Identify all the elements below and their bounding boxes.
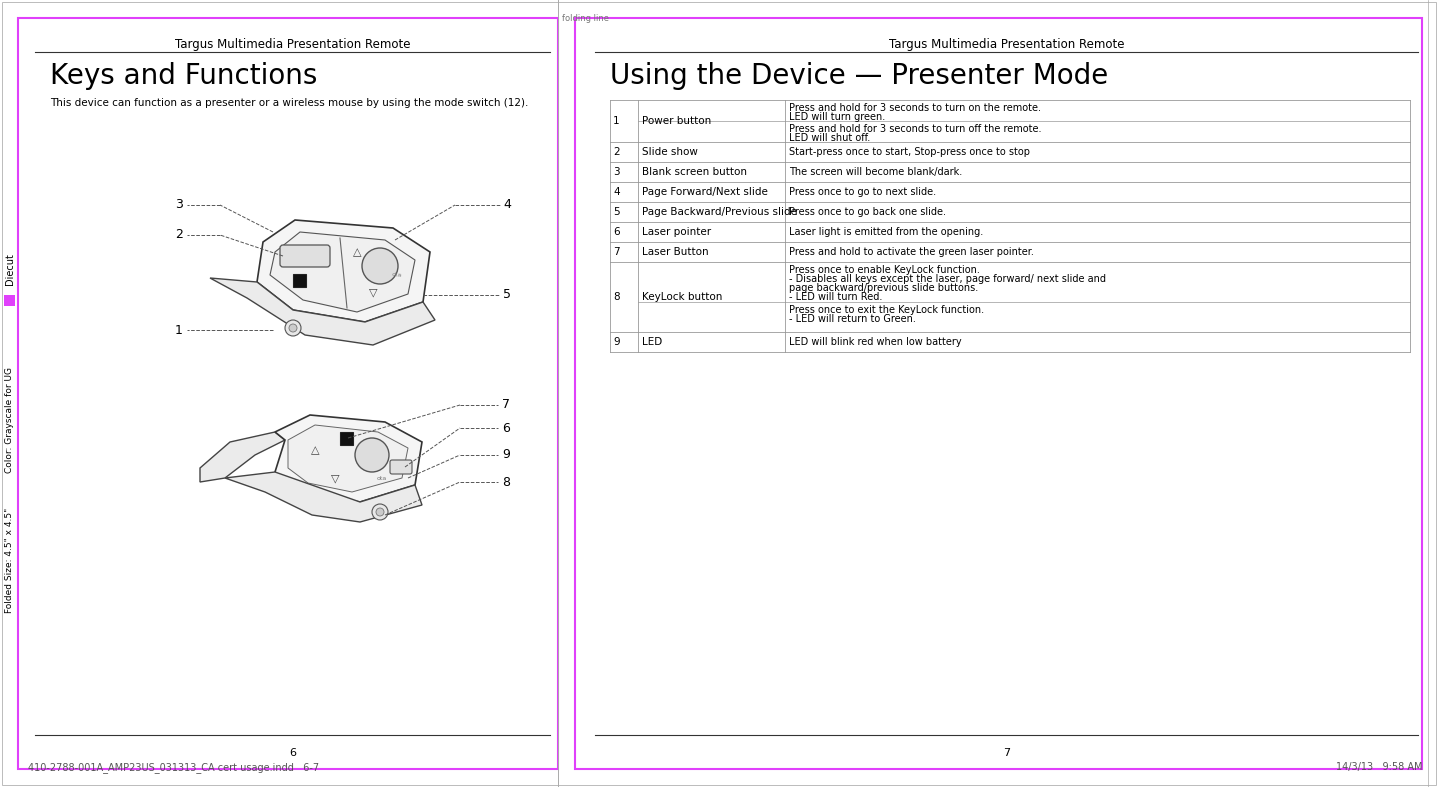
Polygon shape <box>257 220 430 322</box>
Text: 8: 8 <box>502 475 510 489</box>
Circle shape <box>289 324 298 332</box>
Bar <box>575 18 1422 769</box>
Text: 2: 2 <box>613 147 620 157</box>
Polygon shape <box>224 472 421 522</box>
Text: △: △ <box>311 445 319 455</box>
Text: Press and hold for 3 seconds to turn on the remote.: Press and hold for 3 seconds to turn on … <box>789 103 1041 113</box>
Text: Targus Multimedia Presentation Remote: Targus Multimedia Presentation Remote <box>175 38 410 51</box>
Text: 1: 1 <box>613 116 620 126</box>
Text: Press and hold for 3 seconds to turn off the remote.: Press and hold for 3 seconds to turn off… <box>789 124 1041 134</box>
Text: Blank screen button: Blank screen button <box>641 167 746 177</box>
Text: Press and hold to activate the green laser pointer.: Press and hold to activate the green las… <box>789 247 1034 257</box>
Polygon shape <box>200 432 285 482</box>
Text: 9: 9 <box>613 337 620 347</box>
Text: 3: 3 <box>175 198 183 212</box>
Bar <box>4 295 14 306</box>
Text: ota: ota <box>377 475 387 481</box>
Text: Power button: Power button <box>641 116 712 126</box>
Text: 5: 5 <box>503 289 510 301</box>
Polygon shape <box>275 415 421 502</box>
Text: 6: 6 <box>613 227 620 237</box>
Text: - Disables all keys except the laser, page forward/ next slide and: - Disables all keys except the laser, pa… <box>789 274 1106 284</box>
Text: Using the Device — Presenter Mode: Using the Device — Presenter Mode <box>610 62 1109 90</box>
Text: folding line: folding line <box>562 14 610 23</box>
Text: Laser light is emitted from the opening.: Laser light is emitted from the opening. <box>789 227 984 237</box>
Text: Press once to enable KeyLock function.: Press once to enable KeyLock function. <box>789 265 979 275</box>
Text: LED will shut off.: LED will shut off. <box>789 133 870 143</box>
Circle shape <box>375 508 384 516</box>
Bar <box>19 18 558 769</box>
Text: - LED will turn Red.: - LED will turn Red. <box>789 292 883 302</box>
Text: 410-2788-001A_AMP23US_031313_CA cert usage.indd   6-7: 410-2788-001A_AMP23US_031313_CA cert usa… <box>27 762 319 773</box>
Text: 6: 6 <box>502 422 510 434</box>
Text: Targus Multimedia Presentation Remote: Targus Multimedia Presentation Remote <box>889 38 1125 51</box>
FancyBboxPatch shape <box>390 460 413 474</box>
Text: LED will turn green.: LED will turn green. <box>789 112 886 122</box>
FancyBboxPatch shape <box>280 245 329 267</box>
Text: LED will blink red when low battery: LED will blink red when low battery <box>789 337 962 347</box>
Polygon shape <box>270 232 416 312</box>
Text: Page Forward/Next slide: Page Forward/Next slide <box>641 187 768 197</box>
Text: Press once to go to next slide.: Press once to go to next slide. <box>789 187 936 197</box>
Circle shape <box>355 438 390 472</box>
Text: Start-press once to start, Stop-press once to stop: Start-press once to start, Stop-press on… <box>789 147 1030 157</box>
Text: 5: 5 <box>613 207 620 217</box>
Circle shape <box>362 248 398 284</box>
Text: △: △ <box>352 247 361 257</box>
Bar <box>339 432 352 445</box>
Text: Keys and Functions: Keys and Functions <box>50 62 318 90</box>
Text: Press once to go back one slide.: Press once to go back one slide. <box>789 207 946 217</box>
Text: 7: 7 <box>1002 748 1009 758</box>
Text: LED: LED <box>641 337 663 347</box>
Text: This device can function as a presenter or a wireless mouse by using the mode sw: This device can function as a presenter … <box>50 98 528 108</box>
Text: 6: 6 <box>289 748 296 758</box>
Text: ▽: ▽ <box>368 287 377 297</box>
Text: Slide show: Slide show <box>641 147 697 157</box>
Polygon shape <box>288 425 408 492</box>
Text: 1: 1 <box>175 323 183 337</box>
Text: 2: 2 <box>175 228 183 242</box>
Bar <box>293 274 306 287</box>
Text: Page Backward/Previous slide: Page Backward/Previous slide <box>641 207 797 217</box>
Text: 9: 9 <box>502 449 510 461</box>
Text: 8: 8 <box>613 292 620 302</box>
Polygon shape <box>210 278 436 345</box>
Text: Press once to exit the KeyLock function.: Press once to exit the KeyLock function. <box>789 305 984 315</box>
Text: Laser Button: Laser Button <box>641 247 709 257</box>
Text: The screen will become blank/dark.: The screen will become blank/dark. <box>789 167 962 177</box>
Text: 3: 3 <box>613 167 620 177</box>
Text: Diecut: Diecut <box>4 253 14 285</box>
Text: Folded Size: 4.5" x 4.5": Folded Size: 4.5" x 4.5" <box>4 508 14 612</box>
Text: 7: 7 <box>502 398 510 412</box>
Text: 4: 4 <box>503 198 510 212</box>
Text: Laser pointer: Laser pointer <box>641 227 712 237</box>
Text: ota: ota <box>391 272 403 278</box>
Circle shape <box>285 320 301 336</box>
Text: ▽: ▽ <box>331 473 339 483</box>
Text: 4: 4 <box>613 187 620 197</box>
Text: Color: Grayscale for UG: Color: Grayscale for UG <box>4 367 14 473</box>
Text: 7: 7 <box>613 247 620 257</box>
Text: - LED will return to Green.: - LED will return to Green. <box>789 314 916 324</box>
Text: page backward/previous slide buttons.: page backward/previous slide buttons. <box>789 283 978 293</box>
Text: KeyLock button: KeyLock button <box>641 292 722 302</box>
Circle shape <box>372 504 388 520</box>
Text: 14/3/13   9:58 AM: 14/3/13 9:58 AM <box>1336 762 1422 772</box>
